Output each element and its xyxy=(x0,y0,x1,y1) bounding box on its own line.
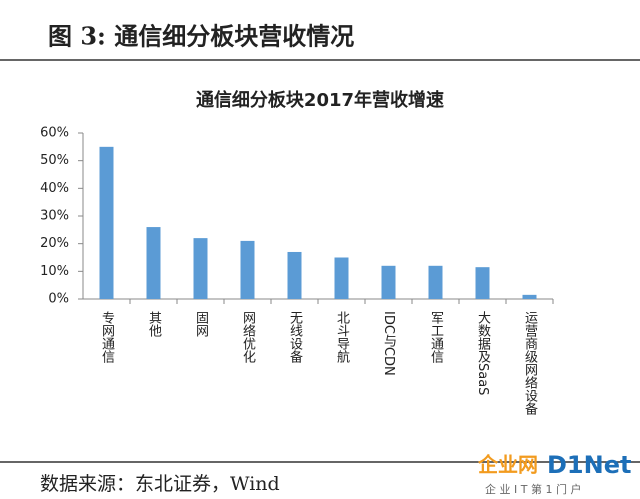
y-tick-label: 20% xyxy=(40,236,69,251)
watermark-slogan: 企 业 I T 第 1 门 户 xyxy=(485,482,581,496)
bar xyxy=(193,238,208,299)
y-tick-label: 40% xyxy=(40,181,69,196)
x-tick-label: 北斗导航 xyxy=(334,311,350,364)
y-tick-label: 60% xyxy=(40,126,69,141)
watermark-brand: 企业网 xyxy=(477,453,538,477)
x-tick-label: 专网通信 xyxy=(99,311,115,363)
watermark-logo: D1Net xyxy=(547,451,631,479)
bar xyxy=(522,294,537,299)
bar xyxy=(334,257,349,299)
y-tick-label: 50% xyxy=(40,153,69,168)
x-tick-label: 无线设备 xyxy=(287,311,303,364)
y-tick-label: 10% xyxy=(40,264,69,279)
bar xyxy=(475,267,490,299)
chart-title: 通信细分板块2017年营收增速 xyxy=(196,89,444,111)
x-tick-label: 军工通信 xyxy=(428,311,444,363)
x-tick-label: 固网 xyxy=(193,311,208,337)
x-tick-label: IDC与CDN xyxy=(381,311,397,376)
x-tick-label: 网络优化 xyxy=(240,311,256,364)
bar xyxy=(240,240,255,299)
x-tick-label: 运营商级网络设备 xyxy=(522,311,538,416)
bar xyxy=(381,265,396,299)
bar xyxy=(287,251,302,299)
source: 数据来源：东北证券，Wind xyxy=(40,473,280,495)
x-tick-label: 大数据及SaaS xyxy=(475,311,491,395)
figure-header: 图 3: 通信细分板块营收情况 xyxy=(48,22,354,51)
bar xyxy=(428,265,443,299)
bar xyxy=(146,227,161,299)
x-tick-label: 其他 xyxy=(146,311,162,338)
bar xyxy=(99,146,114,299)
y-tick-label: 0% xyxy=(48,292,69,307)
y-tick-label: 30% xyxy=(40,209,69,224)
